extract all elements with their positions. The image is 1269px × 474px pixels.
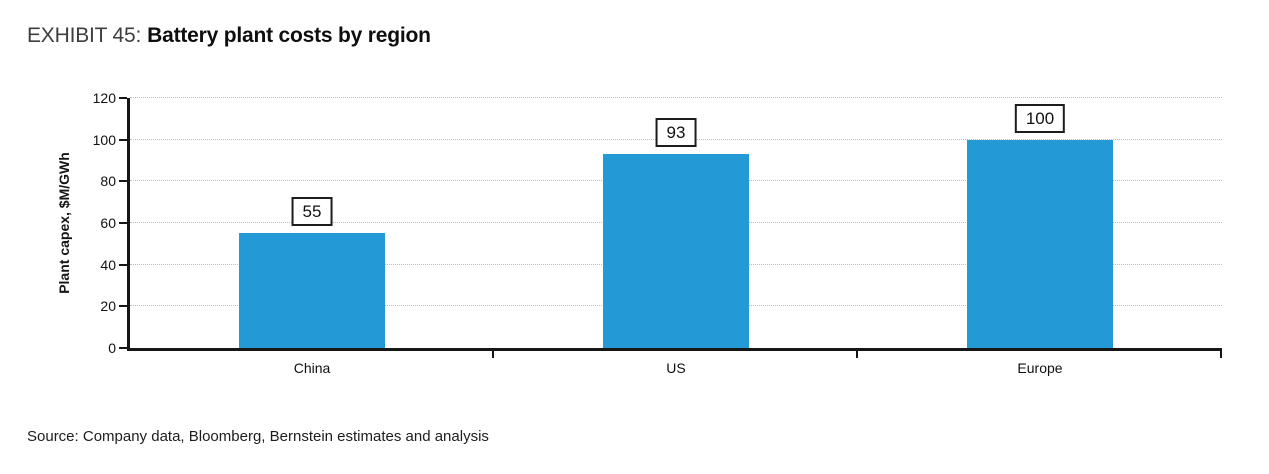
- category-label-europe: Europe: [1017, 360, 1063, 376]
- y-axis-tick: [119, 305, 127, 308]
- y-tick-label: 120: [92, 90, 116, 106]
- y-tick-label: 0: [108, 340, 116, 356]
- plot-area: 0 20 40 60 80 100 120 55 China 93 US 100 Europe: [93, 91, 1222, 376]
- y-tick-label: 40: [100, 256, 116, 273]
- value-label: 100: [1014, 103, 1066, 133]
- x-axis-tick: [492, 348, 494, 358]
- y-axis-tick: [119, 347, 127, 349]
- category-label-china: China: [293, 360, 331, 376]
- y-tick-label: 80: [100, 173, 116, 190]
- y-axis-tick: [119, 263, 127, 266]
- gridline: [130, 97, 1222, 98]
- y-tick-label: 20: [100, 298, 116, 315]
- bar-us: [603, 154, 749, 348]
- source-note: Source: Company data, Bloomberg, Bernste…: [27, 428, 489, 445]
- y-axis-tick: [119, 180, 127, 183]
- x-axis-tick: [1220, 348, 1222, 358]
- x-axis-tick: [856, 348, 858, 358]
- y-tick-label: 100: [92, 131, 116, 148]
- y-axis-tick: [119, 138, 127, 141]
- category-label-us: US: [666, 360, 686, 376]
- value-label: 93: [655, 117, 697, 147]
- bar-china: [239, 233, 385, 348]
- y-axis-tick: [119, 222, 127, 224]
- y-tick-label: 60: [100, 215, 116, 231]
- bar-europe: [967, 140, 1113, 348]
- exhibit-number: EXHIBIT 45:: [27, 24, 142, 47]
- chart-title: Battery plant costs by region: [147, 24, 431, 47]
- y-axis-tick: [119, 97, 127, 99]
- value-label: 55: [291, 196, 333, 226]
- page-title: EXHIBIT 45: Battery plant costs by region: [27, 24, 431, 48]
